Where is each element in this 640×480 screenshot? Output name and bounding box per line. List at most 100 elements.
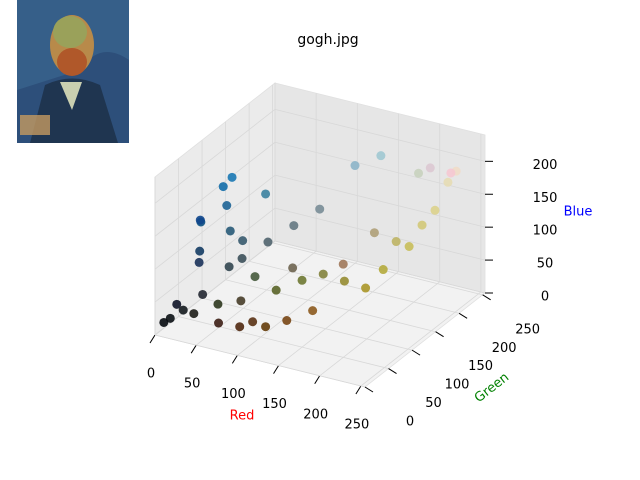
- point: [263, 237, 273, 247]
- grid-line: [154, 240, 276, 336]
- y-tick-label: 150: [468, 359, 493, 374]
- point: [250, 272, 260, 282]
- tick-mark: [314, 375, 321, 385]
- grid-line: [154, 207, 276, 303]
- x-tick-label: 100: [221, 387, 246, 402]
- point: [189, 309, 199, 319]
- y-tick-label: 250: [515, 322, 540, 337]
- point: [430, 205, 440, 215]
- grid-line: [154, 174, 276, 270]
- point: [159, 317, 169, 327]
- grid-line: [154, 334, 366, 388]
- point: [214, 318, 224, 328]
- z-tick-label: 100: [533, 224, 558, 239]
- y-tick-label: 0: [406, 415, 414, 430]
- point: [248, 317, 258, 327]
- grid-line: [225, 279, 436, 333]
- point: [236, 296, 246, 306]
- point: [446, 168, 456, 178]
- tick-mark: [355, 385, 362, 395]
- point: [261, 189, 271, 199]
- point: [378, 265, 388, 275]
- grid-line: [272, 242, 483, 296]
- point: [194, 257, 204, 267]
- point: [178, 305, 188, 315]
- point: [318, 269, 328, 279]
- point: [213, 299, 223, 309]
- tick-mark: [231, 355, 238, 364]
- point: [315, 204, 325, 214]
- grid-line: [278, 271, 399, 366]
- y-axis-label: Green: [472, 370, 512, 406]
- point: [238, 236, 248, 246]
- grid-line: [360, 291, 482, 387]
- grid-line: [274, 174, 486, 228]
- z-tick-label: 0: [541, 290, 549, 305]
- grid-line: [237, 261, 358, 356]
- grid-line: [154, 141, 276, 237]
- point: [308, 306, 318, 316]
- grid-line: [178, 316, 389, 369]
- z-tick-label: 50: [537, 257, 554, 272]
- tick-mark: [435, 331, 444, 338]
- point: [261, 322, 271, 332]
- grid-line: [274, 108, 486, 162]
- point: [282, 316, 292, 325]
- point: [271, 285, 281, 295]
- point: [172, 299, 182, 309]
- point: [404, 241, 414, 251]
- y-tick-label: 100: [445, 378, 470, 393]
- grid-line: [249, 260, 460, 314]
- x-tick-label: 0: [147, 367, 155, 382]
- grid-line: [274, 207, 486, 261]
- point: [297, 275, 307, 285]
- point: [414, 168, 424, 178]
- point: [195, 246, 205, 256]
- tick-mark: [149, 334, 156, 344]
- point: [225, 226, 235, 236]
- grid-line: [154, 109, 276, 204]
- point: [288, 263, 298, 273]
- point: [417, 220, 427, 230]
- point: [289, 221, 299, 231]
- tick-mark: [388, 368, 397, 374]
- z-tick-label: 150: [533, 191, 558, 206]
- x-tick-label: 200: [303, 407, 328, 422]
- point: [369, 228, 379, 238]
- grid-line: [201, 297, 413, 351]
- z-axis-label: Blue: [564, 205, 593, 220]
- point: [376, 151, 386, 161]
- chart-title: gogh.jpg: [297, 32, 358, 48]
- point: [227, 172, 237, 182]
- point: [235, 322, 245, 332]
- x-tick-label: 150: [262, 397, 287, 412]
- tick-mark: [190, 344, 197, 354]
- tick-mark: [411, 349, 421, 356]
- point: [338, 259, 348, 269]
- point: [224, 262, 234, 272]
- point: [237, 253, 247, 263]
- z-tick-label: 200: [533, 158, 558, 173]
- point: [443, 177, 453, 187]
- point: [361, 283, 371, 293]
- point: [198, 289, 208, 299]
- x-axis-label: Red: [230, 409, 255, 424]
- point: [195, 215, 205, 225]
- point: [165, 313, 175, 323]
- y-tick-label: 200: [492, 341, 517, 356]
- y-tick-label: 50: [425, 396, 442, 411]
- tick-mark: [364, 386, 374, 393]
- point: [339, 276, 349, 286]
- point: [218, 182, 228, 192]
- x-tick-label: 50: [184, 377, 201, 392]
- point: [425, 163, 435, 173]
- x-tick-label: 250: [344, 417, 369, 432]
- grid-line: [319, 281, 440, 377]
- tick-mark: [482, 294, 491, 301]
- point: [350, 161, 360, 171]
- tick-mark: [273, 365, 279, 374]
- tick-mark: [458, 312, 468, 319]
- point: [391, 237, 401, 247]
- point: [222, 201, 232, 211]
